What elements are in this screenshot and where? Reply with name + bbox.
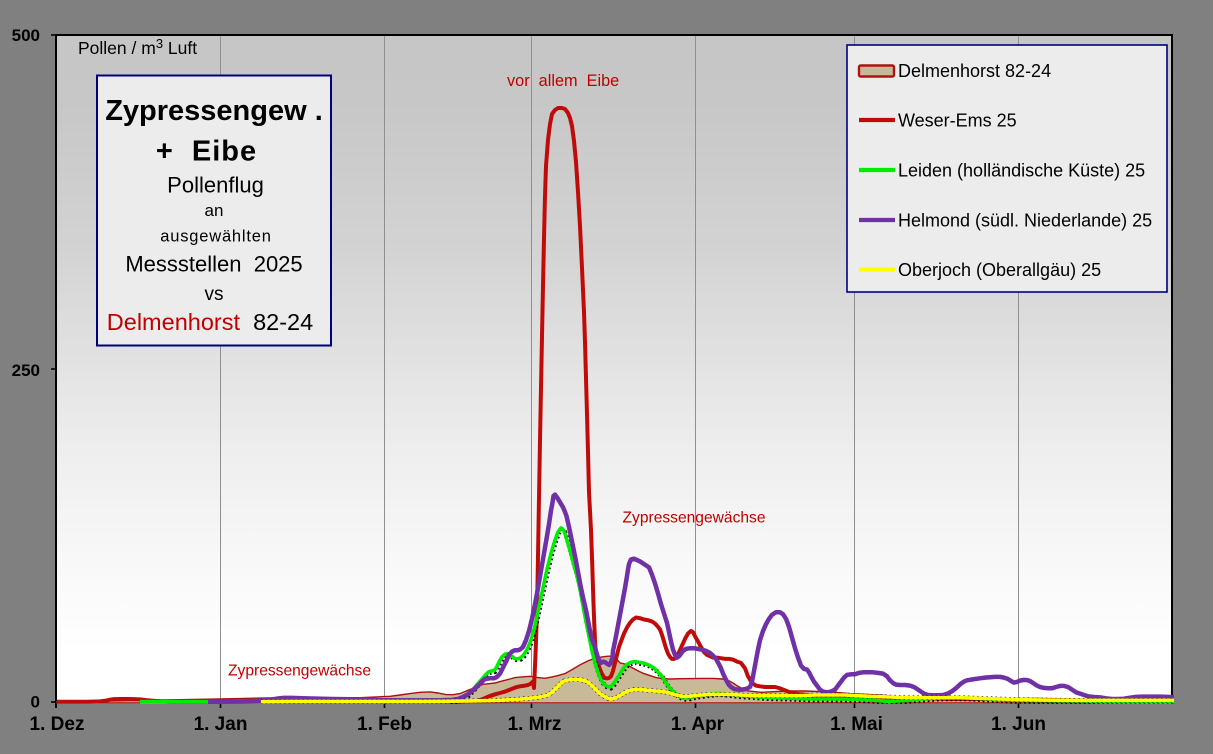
svg-text:1. Dez: 1. Dez xyxy=(30,714,85,735)
svg-text:vs: vs xyxy=(205,284,224,305)
svg-text:Delmenhorst 82-24: Delmenhorst 82-24 xyxy=(107,309,313,335)
svg-text:1. Jan: 1. Jan xyxy=(194,714,248,735)
svg-text:+ Eibe: + Eibe xyxy=(156,136,257,168)
svg-text:Leiden (holländische Küste) 25: Leiden (holländische Küste) 25 xyxy=(898,161,1145,181)
svg-text:0: 0 xyxy=(31,693,40,712)
svg-text:1. Feb: 1. Feb xyxy=(357,714,412,735)
svg-text:vor allem Eibe: vor allem Eibe xyxy=(507,72,619,90)
svg-text:Zypressengewächse: Zypressengewächse xyxy=(228,663,371,680)
svg-text:1. Mrz: 1. Mrz xyxy=(508,714,562,735)
svg-text:Zypressengew .: Zypressengew . xyxy=(105,95,323,127)
svg-text:500: 500 xyxy=(12,26,40,45)
svg-text:Messstellen 2025: Messstellen 2025 xyxy=(125,252,302,277)
svg-text:Pollenflug: Pollenflug xyxy=(167,173,264,198)
svg-text:Helmond (südl. Niederlande) 25: Helmond (südl. Niederlande) 25 xyxy=(898,211,1152,231)
svg-text:an: an xyxy=(205,201,224,220)
svg-text:1. Mai: 1. Mai xyxy=(830,714,883,735)
svg-text:Zypressengewächse: Zypressengewächse xyxy=(623,510,766,527)
svg-text:ausgewählten: ausgewählten xyxy=(160,228,271,246)
svg-text:Pollen / m3 Luft: Pollen / m3 Luft xyxy=(78,36,197,58)
svg-text:1. Apr: 1. Apr xyxy=(671,714,725,735)
svg-text:Delmenhorst 82-24: Delmenhorst 82-24 xyxy=(898,61,1051,81)
svg-text:250: 250 xyxy=(12,361,40,380)
svg-text:Weser-Ems 25: Weser-Ems 25 xyxy=(898,111,1017,131)
svg-text:Oberjoch (Oberallgäu) 25: Oberjoch (Oberallgäu) 25 xyxy=(898,260,1101,280)
svg-text:1. Jun: 1. Jun xyxy=(991,714,1046,735)
